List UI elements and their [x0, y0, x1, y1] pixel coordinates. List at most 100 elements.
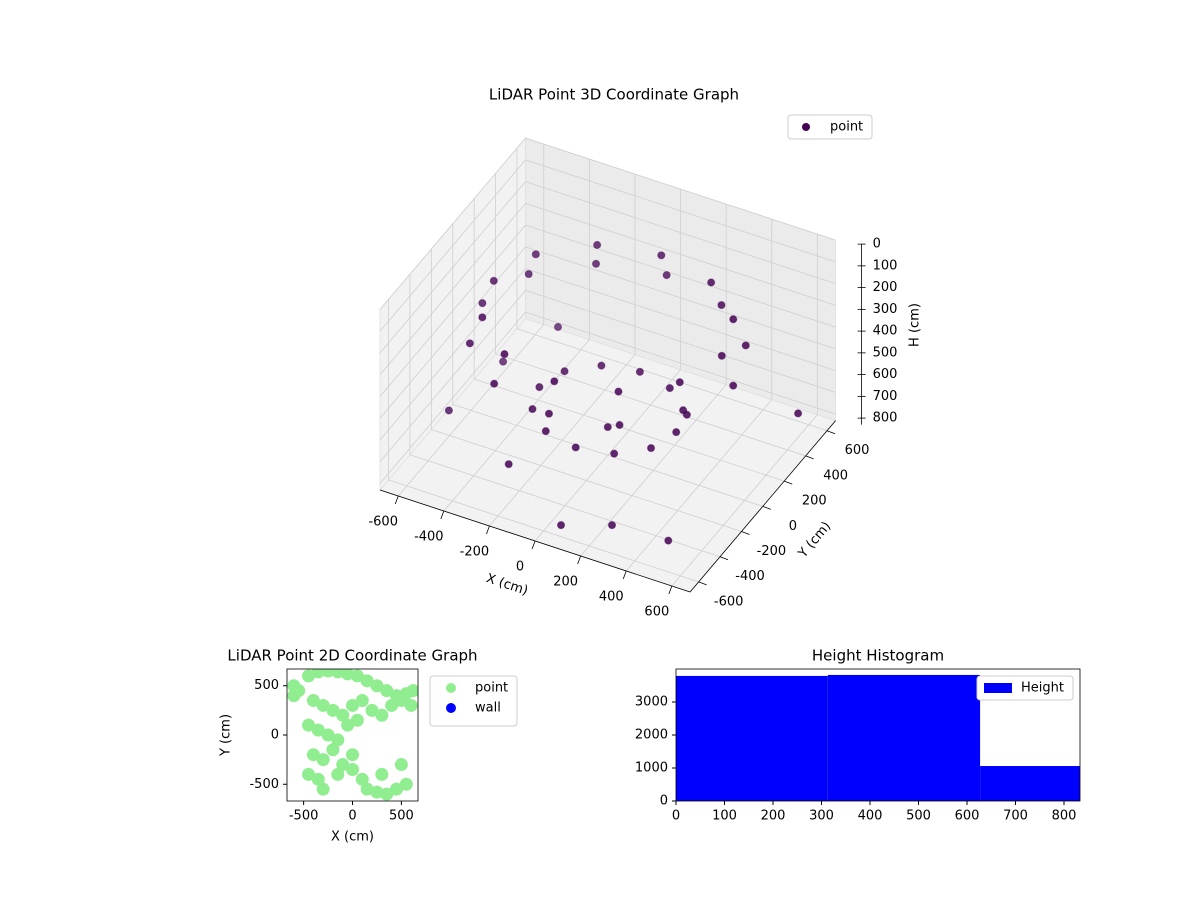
grid-line	[379, 224, 526, 397]
point	[717, 351, 726, 360]
point	[729, 381, 738, 390]
grid-line	[525, 311, 836, 415]
grid-line	[379, 203, 526, 375]
point	[306, 748, 320, 762]
point	[326, 743, 340, 757]
grid-line	[525, 181, 836, 284]
point	[490, 379, 499, 388]
point	[336, 758, 350, 772]
point	[316, 753, 330, 767]
x-tick-label: 400	[599, 590, 624, 605]
y-tick-label: 2000	[635, 728, 668, 743]
bar	[676, 675, 828, 801]
chart-2d: -500 0 500 -500 0 500 LiDAR Point 2D Coordinat…	[219, 647, 518, 845]
point	[465, 339, 474, 348]
axes-frame	[286, 668, 419, 802]
x-tick-label: 600	[955, 809, 980, 824]
bar	[827, 674, 981, 801]
point	[665, 384, 674, 393]
x-tick	[622, 570, 627, 580]
grid-line	[379, 159, 526, 332]
y-axis-line	[689, 420, 836, 593]
legend-label: wall	[475, 701, 501, 716]
point	[794, 409, 803, 418]
x-tick-label: -600	[368, 515, 398, 530]
y-tick	[741, 531, 750, 535]
point	[560, 367, 569, 376]
z-tick-label: 200	[873, 280, 898, 295]
point	[657, 251, 666, 260]
point	[311, 723, 325, 737]
z-tick-label: 500	[873, 345, 898, 360]
y-tick-label: -600	[714, 594, 744, 609]
bar	[980, 766, 1080, 801]
point	[489, 276, 498, 285]
point	[360, 674, 374, 688]
y-tick-label: -400	[735, 569, 765, 584]
x-tick-label: 300	[809, 809, 834, 824]
point	[614, 387, 623, 396]
z-tick-label: 600	[873, 367, 898, 382]
point	[541, 427, 550, 436]
y-tick-label: 500	[254, 678, 279, 693]
point	[478, 313, 487, 322]
legend-label: point	[475, 681, 508, 696]
point	[553, 322, 563, 332]
grid-line	[379, 290, 526, 462]
point	[729, 315, 738, 324]
point	[375, 708, 389, 722]
x-tick-label: 500	[389, 809, 414, 824]
point	[593, 240, 602, 250]
grid-line	[525, 268, 836, 371]
y-tick	[762, 505, 771, 510]
point	[444, 406, 453, 415]
point	[385, 698, 399, 712]
grid-line	[379, 311, 526, 484]
point	[528, 404, 537, 414]
point	[531, 250, 540, 259]
point	[662, 270, 671, 280]
x-tick-label: 200	[553, 575, 578, 590]
point	[302, 669, 316, 683]
grid-line	[388, 479, 699, 583]
point	[365, 703, 379, 717]
x-axis-label: X (cm)	[331, 830, 374, 845]
y-tick-label: 0	[789, 519, 797, 534]
z-tick-label: 400	[873, 324, 898, 339]
y-tick-label: 0	[271, 728, 279, 743]
z-tick-label: 100	[873, 258, 898, 273]
point	[504, 460, 513, 469]
point	[341, 718, 355, 732]
point	[355, 772, 369, 786]
point	[707, 278, 716, 287]
point	[336, 708, 350, 722]
point	[311, 669, 325, 679]
point	[556, 521, 566, 530]
x-tick-label: 500	[906, 809, 931, 824]
grid-line	[525, 289, 836, 393]
legend-label: point	[830, 120, 863, 135]
point	[380, 684, 394, 698]
point	[672, 428, 681, 437]
x-tick	[394, 495, 399, 505]
chart-title: LiDAR Point 3D Coordinate Graph	[489, 86, 739, 104]
x-tick-label: 100	[712, 809, 737, 824]
y-tick-label: -500	[249, 777, 279, 792]
y-axis-label: Y (cm)	[795, 519, 834, 562]
point	[331, 733, 345, 747]
grid-line	[525, 246, 836, 350]
point	[287, 689, 301, 703]
point	[741, 341, 750, 350]
point	[399, 777, 413, 791]
point	[370, 785, 384, 799]
point	[646, 443, 656, 453]
point	[597, 361, 606, 370]
y-tick-label: 600	[845, 443, 870, 458]
point	[603, 422, 612, 432]
x-tick	[577, 555, 582, 565]
grid-line	[525, 137, 836, 241]
grid-line	[379, 268, 526, 441]
point	[302, 718, 316, 732]
point	[664, 536, 673, 545]
z-tick-label: 800	[873, 411, 898, 426]
